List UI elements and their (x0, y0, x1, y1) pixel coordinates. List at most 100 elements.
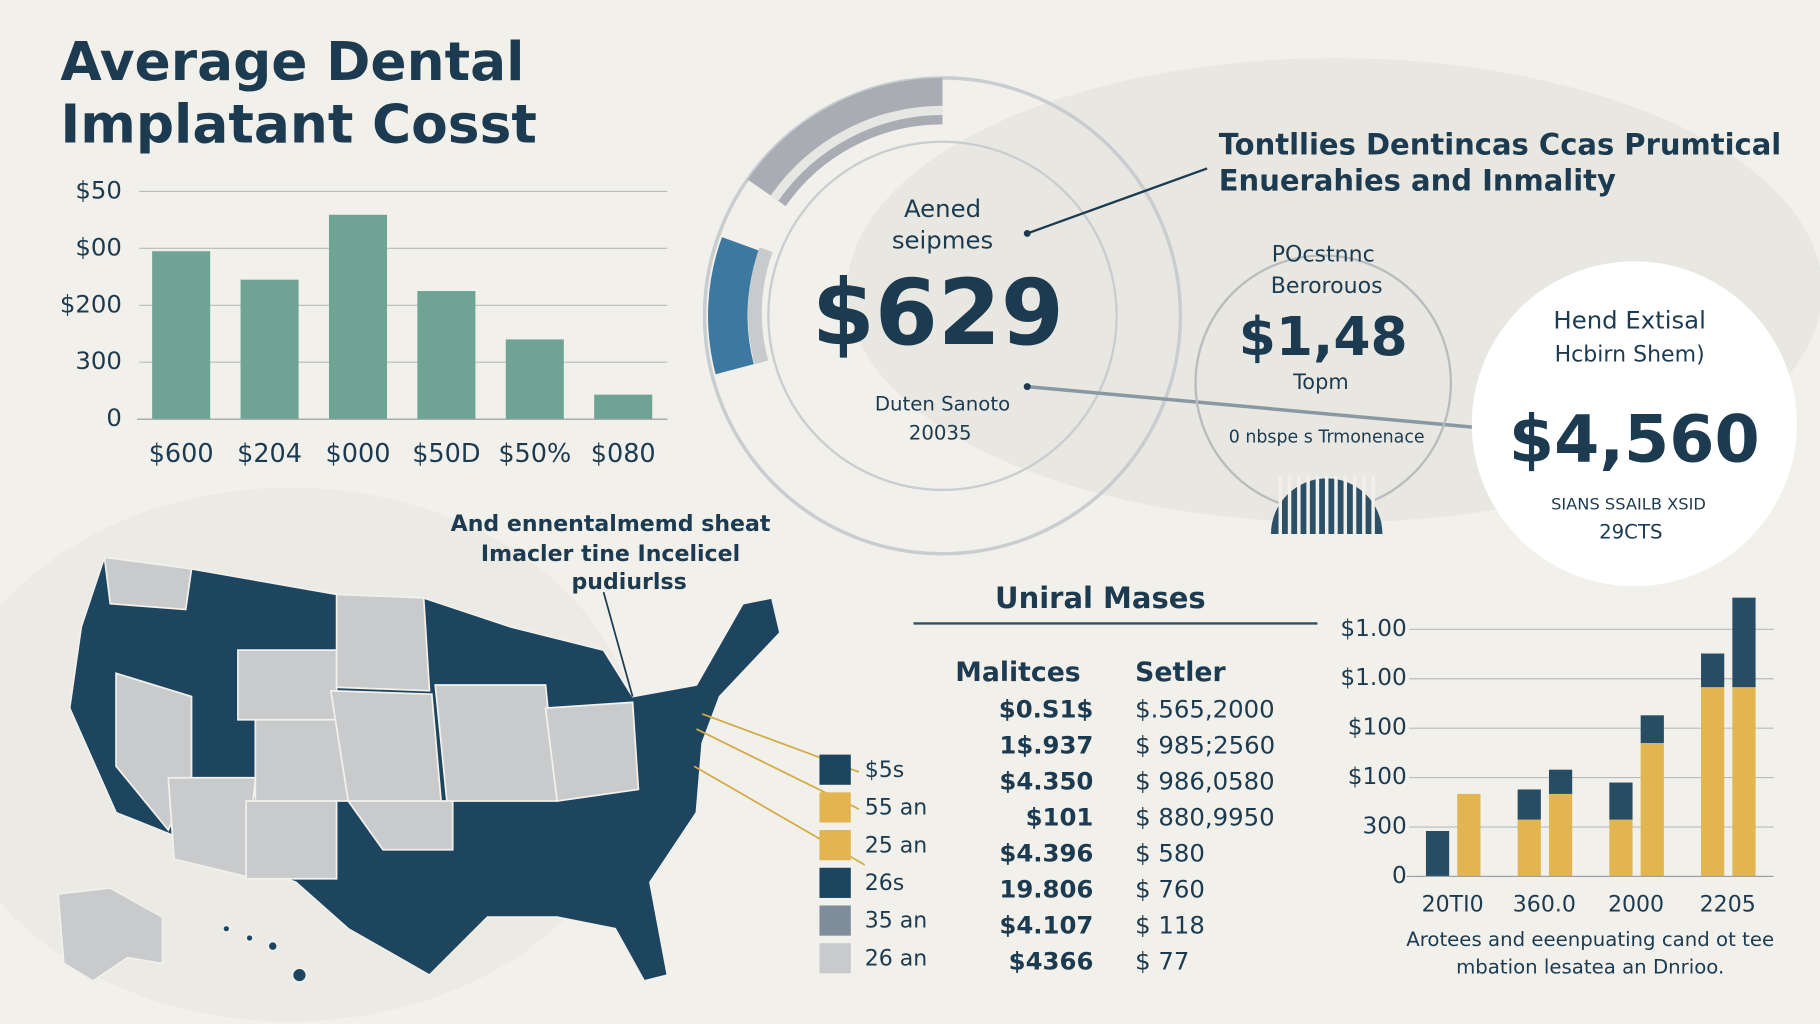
donut-caption: 20035 (909, 422, 972, 445)
bar (328, 214, 388, 420)
arc (708, 237, 760, 375)
y-tick-label: $100 (1348, 763, 1407, 790)
arc (747, 77, 943, 207)
legend-label: $5s (865, 758, 905, 783)
x-tick-label: $080 (591, 439, 656, 469)
y-tick-label: 300 (1362, 813, 1406, 840)
column-header: Setler (1135, 657, 1226, 688)
map-caption: And ennentalmemd sheat (451, 512, 771, 537)
legend-label: 26s (865, 871, 905, 896)
y-tick-label: 0 (106, 403, 122, 432)
y-tick-label: $50 (75, 175, 122, 204)
bar-segment (1640, 715, 1664, 744)
table-cell: $4.396 (999, 838, 1093, 867)
donut-label: seipmes (892, 226, 993, 255)
circle-label: Berorouos (1271, 274, 1383, 299)
circle (1471, 261, 1797, 587)
bar (240, 279, 299, 420)
x-tick-label: $000 (326, 439, 391, 469)
y-tick-label: $100 (1348, 714, 1407, 741)
bar-segment (1701, 687, 1725, 877)
x-tick-label: $50D (412, 439, 480, 469)
table-cell: $ 986,0580 (1135, 766, 1274, 795)
map-caption: pudiurlss (572, 570, 687, 595)
donut-label: Aened (904, 194, 981, 223)
heading: Enuerahies and Inmality (1219, 163, 1616, 197)
connector (1026, 167, 1208, 235)
table-cell: $ 880,9950 (1135, 802, 1274, 831)
circle-caption: SIANS SSAILB XSID (1551, 495, 1706, 514)
table-cell: $ 118 (1135, 910, 1205, 939)
connector (1027, 384, 1475, 430)
bar-segment (1517, 789, 1541, 820)
bar (505, 339, 564, 420)
circle-sub: Topm (1292, 370, 1349, 394)
bar-segment (1548, 769, 1573, 794)
ring (767, 140, 1118, 492)
donut-value: $629 (812, 261, 1064, 366)
circle-value: $1,48 (1239, 305, 1408, 368)
legend-label: 25 an (865, 833, 928, 858)
table-title: Uniral Mases (995, 581, 1206, 615)
table-cell: 19.806 (999, 874, 1093, 903)
bar-segment (1640, 743, 1664, 877)
bar (417, 291, 476, 420)
bar-segment (1732, 687, 1756, 877)
x-tick-label: $50% (498, 439, 571, 469)
bar-segment (1548, 793, 1573, 877)
title: Implatant Cosst (60, 92, 537, 155)
table-cell: $4.107 (999, 910, 1093, 939)
table-cell: $ 77 (1135, 946, 1189, 975)
bar (152, 251, 211, 420)
legend-swatch (819, 905, 851, 936)
x-tick-label: $600 (149, 439, 214, 469)
heading: Tontllies Dentincas Ccas Prumtical (1219, 127, 1781, 161)
table-cell: $.565,2000 (1135, 694, 1274, 723)
table-cell: $0.S1$ (999, 694, 1094, 723)
bar-segment (1609, 782, 1633, 820)
table-cell: $ 580 (1135, 838, 1205, 867)
pointer (602, 591, 634, 697)
map-caption: Imacler tine Incelicel (481, 542, 740, 567)
y-tick-label: $200 (60, 289, 122, 318)
bar-segment (1457, 793, 1481, 877)
bar-segment (1732, 597, 1756, 688)
bar (594, 394, 653, 420)
legend-swatch (819, 754, 851, 785)
y-tick-label: 300 (75, 346, 122, 375)
y-tick-label: $1.00 (1340, 615, 1406, 642)
icon-stripes (1278, 476, 1375, 537)
circle-caption: 0 nbspe s Trmonenace (1229, 428, 1425, 448)
legend-swatch (819, 867, 851, 898)
bar-segment (1609, 819, 1633, 877)
table-cell: $ 985;2560 (1135, 730, 1275, 759)
chart-caption: Arotees and eeenpuating cand ot tee (1406, 928, 1774, 951)
x-tick-label: $204 (237, 439, 302, 469)
legend-swatch (819, 830, 851, 861)
legend-label: 55 an (865, 796, 928, 821)
table-cell: $4.350 (999, 766, 1093, 795)
circle-value: $4,560 (1509, 403, 1760, 478)
legend-swatch (819, 792, 851, 823)
x-tick-label: 2205 (1700, 892, 1756, 917)
bar-segment (1517, 819, 1541, 877)
connector-dot (1023, 383, 1031, 391)
donut-caption: Duten Sanoto (875, 393, 1010, 416)
legend-swatch (819, 943, 851, 974)
x-tick-label: 2000 (1608, 892, 1664, 917)
circle-label: Hcbirn Shem) (1555, 342, 1705, 367)
table-cell: $4366 (1009, 946, 1094, 975)
y-tick-label: 0 (1392, 862, 1407, 889)
chart-caption: mbation lesatea an Dnrioo. (1456, 956, 1724, 979)
x-tick-label: 360.0 (1513, 892, 1576, 917)
table-cell: $101 (1026, 802, 1094, 831)
legend-label: 26 an (865, 946, 928, 971)
x-tick-label: 20TI0 (1422, 892, 1484, 917)
ring (702, 76, 1183, 556)
table-cell: 1$.937 (999, 730, 1093, 759)
us-map (57, 556, 781, 983)
legend-label: 35 an (865, 909, 928, 934)
circle-label: POcstnnc (1272, 242, 1375, 267)
